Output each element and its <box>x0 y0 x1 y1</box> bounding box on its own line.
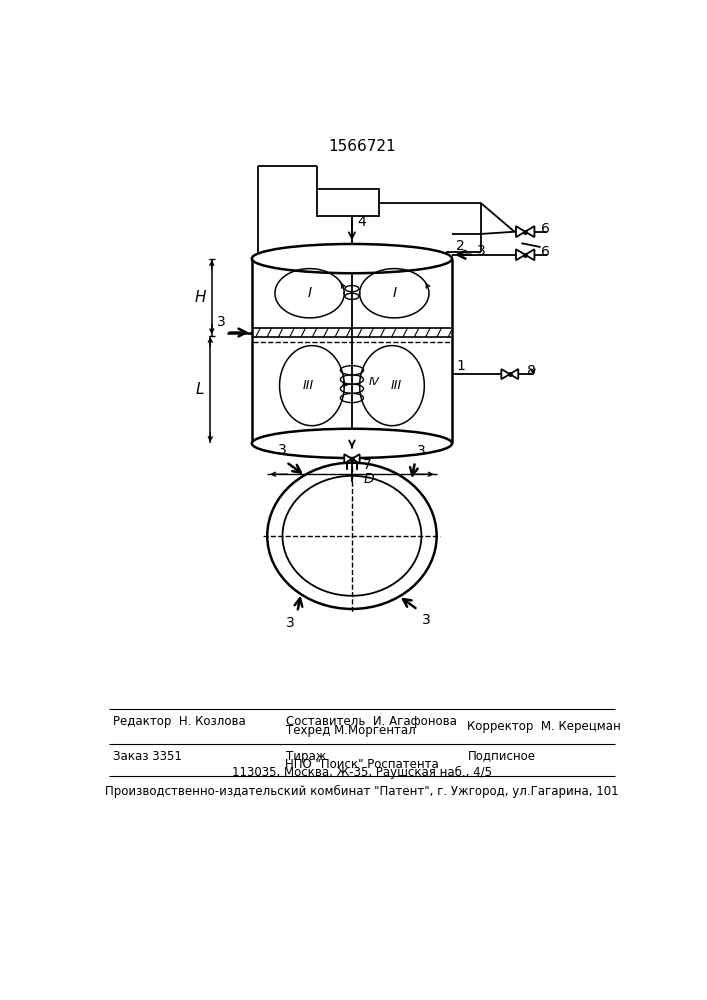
Text: 1566721: 1566721 <box>328 139 396 154</box>
Text: Редактор  Н. Козлова: Редактор Н. Козлова <box>113 715 246 728</box>
Text: IV: IV <box>369 377 380 387</box>
Polygon shape <box>510 369 518 379</box>
FancyBboxPatch shape <box>317 189 379 216</box>
Text: Техред М.Моргентал: Техред М.Моргентал <box>286 724 416 737</box>
Text: 3: 3 <box>216 315 226 329</box>
Text: D: D <box>363 472 374 486</box>
Text: 1: 1 <box>457 359 465 373</box>
Text: III: III <box>390 379 402 392</box>
Text: I: I <box>308 286 312 300</box>
Polygon shape <box>525 226 534 237</box>
Polygon shape <box>501 369 510 379</box>
Text: 3: 3 <box>421 613 431 627</box>
Text: Производственно-издательский комбинат "Патент", г. Ужгород, ул.Гагарина, 101: Производственно-издательский комбинат "П… <box>105 785 619 798</box>
Text: L: L <box>196 382 204 397</box>
Text: НПО "Поиск" Роспатента: НПО "Поиск" Роспатента <box>285 758 439 771</box>
Text: H: H <box>194 290 206 305</box>
Ellipse shape <box>252 244 452 273</box>
Text: 3: 3 <box>477 244 486 258</box>
Text: I: I <box>392 286 397 300</box>
Text: Заказ 3351: Заказ 3351 <box>113 750 182 763</box>
Text: 5: 5 <box>344 195 353 210</box>
Polygon shape <box>516 226 525 237</box>
Text: 7: 7 <box>363 458 371 472</box>
Text: III: III <box>303 379 314 392</box>
Text: 3: 3 <box>278 443 286 457</box>
Text: 3: 3 <box>417 444 426 458</box>
Text: 6: 6 <box>541 245 549 259</box>
Text: Подписное: Подписное <box>467 750 535 763</box>
Text: 3: 3 <box>286 616 295 630</box>
Text: Тираж: Тираж <box>286 750 327 763</box>
Polygon shape <box>516 249 525 260</box>
Text: 6: 6 <box>541 222 549 236</box>
Polygon shape <box>352 454 360 463</box>
Text: Составитель  И. Агафонова: Составитель И. Агафонова <box>286 715 457 728</box>
Text: 2: 2 <box>456 239 464 253</box>
Text: Корректор  М. Керецман: Корректор М. Керецман <box>467 720 621 733</box>
Polygon shape <box>525 249 534 260</box>
Ellipse shape <box>252 429 452 458</box>
Text: 8: 8 <box>527 364 536 378</box>
Text: 113035, Москва, Ж-35, Раушская наб., 4/5: 113035, Москва, Ж-35, Раушская наб., 4/5 <box>232 766 492 779</box>
Polygon shape <box>344 454 352 463</box>
Text: 4: 4 <box>357 215 366 229</box>
